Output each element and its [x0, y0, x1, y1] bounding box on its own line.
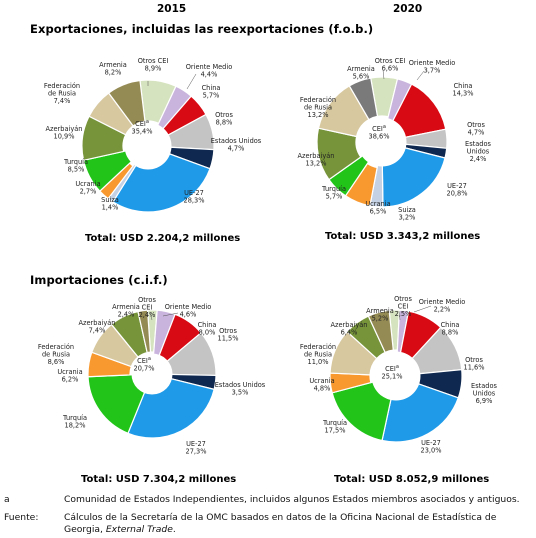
slice-label: Oriente Medio 2,2% — [419, 298, 466, 314]
slice-label: Otros CEI 8,9% — [138, 57, 169, 73]
pie-slice — [107, 79, 146, 127]
footnote-a-text: Comunidad de Estados Independientes, inc… — [64, 494, 520, 505]
slice-label: China 8,0% — [198, 321, 217, 337]
year-2015-label: 2015 — [157, 3, 187, 15]
slice-label: Otros 4,7% — [467, 121, 485, 137]
year-2020-label: 2020 — [393, 3, 423, 15]
slice-label: Azerbaiyán 13,2% — [298, 152, 335, 168]
pie-slice — [87, 373, 153, 435]
slice-label: Oriente Medio 3,7% — [409, 59, 456, 75]
slice-label: China 5,7% — [202, 84, 221, 100]
slice-label: Suiza 1,4% — [101, 196, 119, 212]
cei-center-label: CEIa 38,6% — [369, 124, 390, 141]
cei-center-label: CEIa 25,1% — [382, 364, 403, 381]
footnote-a: a Comunidad de Estados Independientes, i… — [4, 494, 534, 506]
slice-label: Ucrania 4,8% — [309, 377, 334, 393]
slice-label: Estados Unidos 4,7% — [211, 137, 262, 153]
slice-label: Federación de Rusia 8,6% — [38, 343, 74, 366]
slice-label: Oriente Medio 4,4% — [186, 63, 233, 79]
slice-label: Otros 11,6% — [464, 356, 485, 372]
slice-label: Ucrania 2,7% — [75, 180, 100, 196]
slice-label: China 14,3% — [453, 82, 474, 98]
pie-chart-3: CEIa 25,1% Otros CEI 2,5% Oriente Medio 2,2% Ch… — [300, 295, 498, 455]
leader-line — [398, 310, 401, 321]
slice-label: Otros CEI 2,4% — [138, 296, 156, 319]
total-imports-2020: Total: USD 8.052,9 millones — [334, 474, 490, 485]
cei-center-disc — [357, 117, 407, 167]
footnote-source-key: Fuente: — [4, 512, 39, 523]
slice-label: Armenia 8,2% — [99, 61, 127, 77]
cei-center-disc — [371, 351, 421, 401]
slice-label: Federación de Rusia 7,4% — [44, 82, 80, 105]
slice-label: Ucrania 6,2% — [57, 368, 82, 384]
pie-slice — [348, 77, 379, 121]
slice-label: Ucrania 6,5% — [365, 200, 390, 216]
slice-label: Suiza 3,2% — [398, 206, 416, 222]
slice-label: Federación de Rusia 13,2% — [300, 96, 336, 119]
slice-label: Otros CEI 2,5% — [394, 295, 412, 318]
slice-label: Otros CEI 6,6% — [375, 57, 406, 73]
slice-label: Otros 8,8% — [215, 111, 233, 127]
pie-slice — [112, 145, 211, 213]
exports-section-title: Exportaciones, incluidas las reexportaci… — [30, 22, 374, 36]
slice-label: Estados Unidos 2,4% — [465, 140, 491, 163]
total-imports-2015: Total: USD 7.304,2 millones — [81, 474, 237, 485]
imports-section-title: Importaciones (c.i.f.) — [30, 273, 168, 287]
footnote-source: Fuente: Cálculos de la Secretaría de la … — [4, 512, 534, 538]
leader-line — [162, 312, 179, 317]
cei-center-label: CEIa 35,4% — [132, 119, 153, 136]
slice-label: UE-27 28,3% — [184, 189, 205, 205]
slice-label: Estados Unidos 3,5% — [215, 381, 266, 397]
leader-line — [416, 70, 425, 81]
cei-center-disc — [124, 122, 172, 170]
slice-label: Armenia 5,6% — [347, 65, 375, 81]
leader-line — [382, 69, 385, 80]
pie-chart-1: CEIa 38,6% Otros CEI 6,6%Oriente Medio 3,7% C… — [298, 57, 492, 222]
total-exports-2015: Total: USD 2.204,2 millones — [85, 233, 241, 244]
slice-label: Turquía 17,5% — [322, 419, 347, 435]
pie-slice — [137, 309, 152, 354]
pie-chart-0: CEIa 35,4% Otros CEI 8,9% Oriente Medio 4,4% C… — [44, 57, 262, 213]
slice-label: Estados Unidos 6,9% — [471, 382, 497, 405]
slice-label: Azerbaiyán 7,4% — [79, 319, 116, 335]
leader-line — [186, 73, 197, 90]
cei-center-disc — [131, 353, 173, 395]
slice-label: UE-27 27,3% — [186, 440, 207, 456]
slice-label: UE-27 20,8% — [447, 182, 468, 198]
leader-line — [413, 305, 432, 313]
slice-label: Turquía 8,5% — [63, 158, 88, 174]
slice-label: UE-27 23,0% — [421, 439, 442, 455]
slice-label: Turquía 5,7% — [321, 185, 346, 201]
slice-label: China 8,8% — [441, 321, 460, 337]
leader-line — [149, 311, 153, 321]
total-exports-2020: Total: USD 3.343,2 millones — [325, 231, 481, 242]
slice-label: Federación de Rusia 11,0% — [300, 343, 336, 366]
slice-label: Azerbaiyán 10,9% — [46, 125, 83, 141]
slice-label: Armenia 5,2% — [366, 307, 394, 323]
slice-label: Oriente Medio 4,6% — [165, 303, 212, 319]
footnote-source-line2: Georgia, External Trade. — [64, 524, 176, 535]
footnote-source-line1: Cálculos de la Secretaría de la OMC basa… — [64, 512, 497, 523]
footnote-a-key: a — [4, 494, 10, 505]
slice-label: Armenia 2,4% — [112, 303, 140, 319]
pie-slice — [367, 309, 394, 354]
cei-center-label: CEIa 20,7% — [134, 356, 155, 373]
slice-label: Otros 11,5% — [218, 327, 239, 343]
pie-chart-2: CEIa 20,7% Otros CEI 2,4% Oriente Medio 4,6% Ch… — [38, 296, 266, 456]
slice-label: Azerbaiyán 6,4% — [331, 321, 368, 337]
slice-label: Turquía 18,2% — [62, 414, 87, 430]
